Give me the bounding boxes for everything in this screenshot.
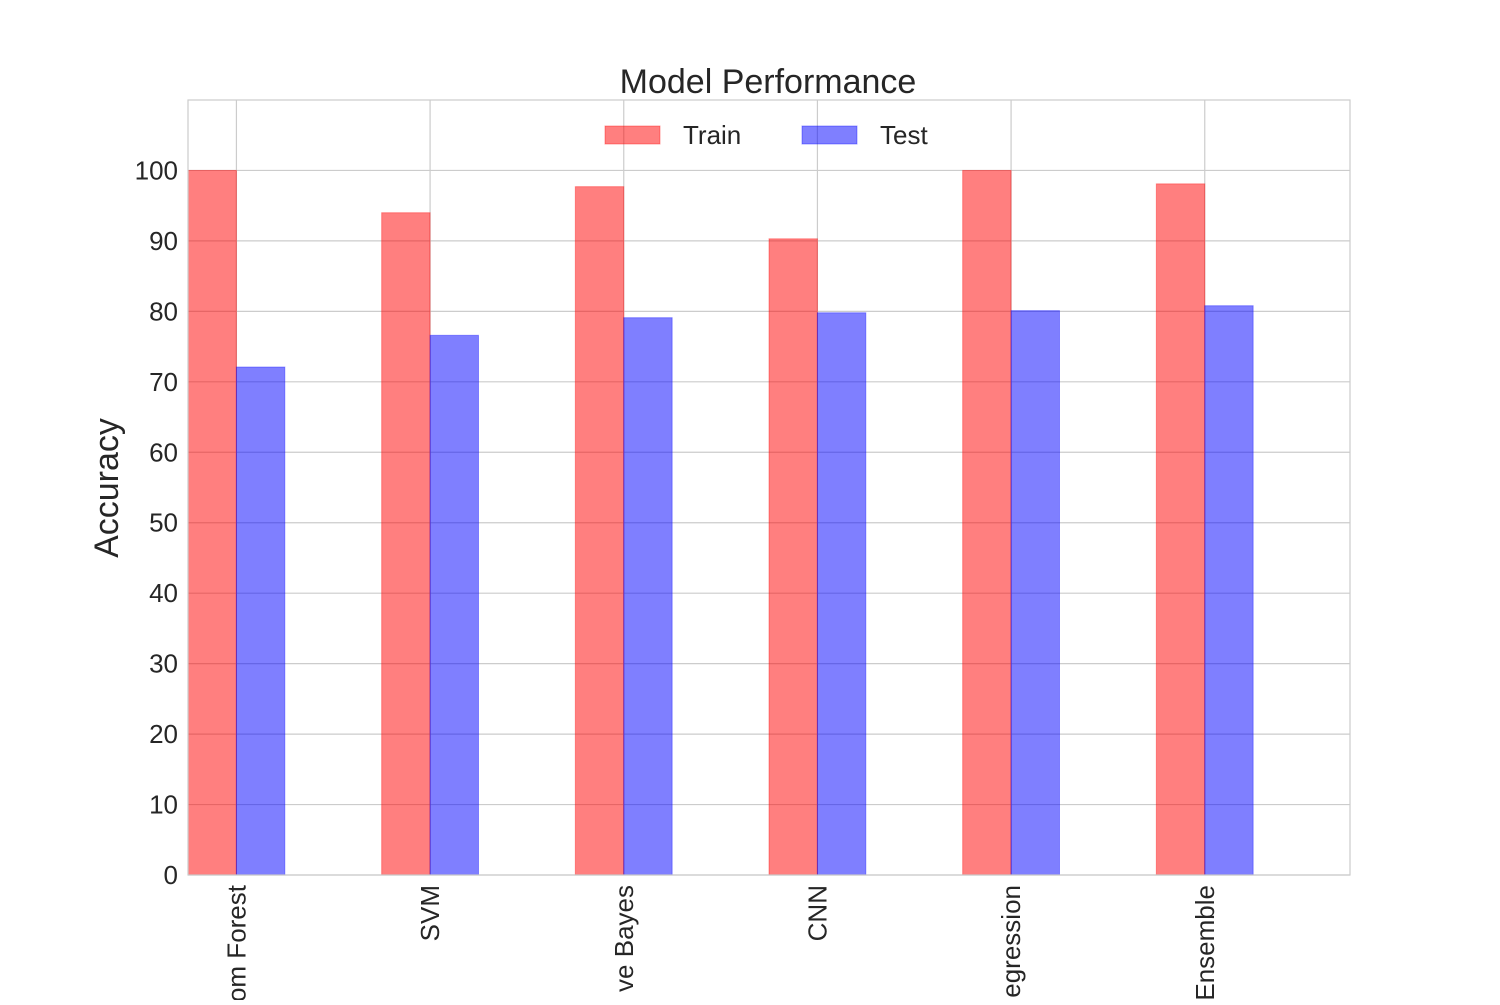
y-tick-label: 20 [149,719,178,749]
bar-train-4 [962,169,1012,876]
legend-label-test: Test [880,120,928,150]
x-tick-label: SVM [415,885,445,941]
y-tick-label: 0 [164,860,178,890]
legend-swatch-train [604,125,661,145]
x-tick-labels: om Forest SVM ve Bayes CNN egression Ensemble [221,884,1220,1002]
x-tick-label: ve Bayes [609,885,639,992]
y-tick-label: 80 [149,296,178,326]
y-tick-label: 60 [149,437,178,467]
plot-frame [187,99,1351,876]
bar-test-3 [816,312,867,876]
y-tick-labels: 0 10 20 30 40 50 60 70 80 90 100 [135,155,178,890]
y-tick-label: 40 [149,578,178,608]
bar-test-4 [1010,310,1060,876]
bar-test-1 [429,334,480,876]
bar-train-0 [187,169,237,876]
y-tick-label: 10 [149,790,178,820]
bars [187,169,1254,876]
chart-title: Model Performance [620,63,917,101]
y-tick-label: 90 [149,226,178,256]
y-tick-label: 50 [149,508,178,538]
x-tick-label: CNN [802,885,832,941]
bar-train-1 [381,212,431,876]
bar-test-0 [235,366,286,876]
x-tick-label: om Forest [221,884,251,1000]
bar-train-3 [768,238,818,876]
legend: Train Test [604,120,928,150]
bar-train-2 [574,186,625,876]
x-tick-label: egression [996,885,1026,998]
bar-test-5 [1204,305,1254,876]
legend-label-train: Train [683,120,741,150]
y-tick-label: 70 [149,367,178,397]
bar-train-5 [1155,183,1206,876]
bar-test-2 [623,317,673,876]
y-axis-label: Accuracy [88,418,126,558]
y-tick-label: 30 [149,649,178,679]
y-tick-label: 100 [135,155,178,185]
legend-swatch-test [801,125,858,145]
x-tick-label: Ensemble [1190,885,1220,1000]
